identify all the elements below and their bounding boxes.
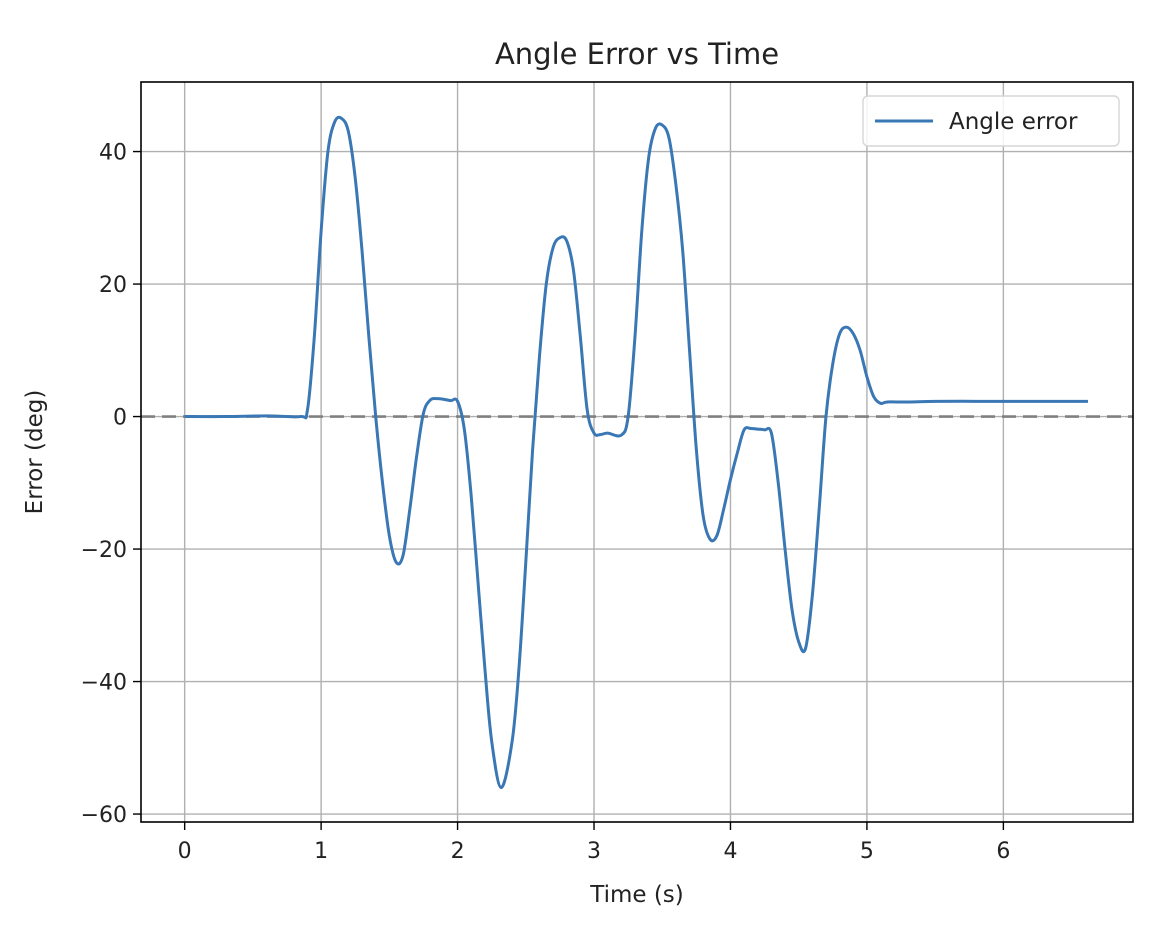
y-axis-label: Error (deg) [22, 390, 48, 515]
legend-box [862, 95, 1120, 147]
x-tick-label: 6 [996, 839, 1010, 864]
legend-label: Angle error [949, 109, 1078, 135]
x-axis-label: Time (s) [589, 882, 684, 908]
y-tick-label: 20 [99, 273, 127, 298]
x-tick-label: 3 [587, 839, 601, 864]
legend: Angle error [862, 95, 1120, 147]
y-tick-label: 40 [99, 141, 127, 166]
plot-frame [140, 81, 1134, 823]
series-layer [184, 115, 1088, 790]
grid [141, 82, 1133, 822]
x-tick-label: 1 [314, 839, 328, 864]
x-tick-label: 2 [451, 839, 465, 864]
chart-title: Angle Error vs Time [495, 37, 779, 71]
x-tick-label: 0 [178, 839, 192, 864]
y-tick-label: −20 [81, 538, 127, 563]
series-line-angle-error [184, 115, 1088, 790]
x-axis-ticks: 0 1 2 3 4 5 6 [178, 822, 1010, 864]
y-axis-ticks: −60 −40 −20 0 20 40 [81, 141, 141, 828]
y-tick-label: −60 [81, 803, 127, 828]
x-tick-label: 4 [723, 839, 737, 864]
x-tick-label: 5 [860, 839, 874, 864]
y-tick-label: −40 [81, 671, 127, 696]
y-tick-label: 0 [113, 406, 127, 431]
